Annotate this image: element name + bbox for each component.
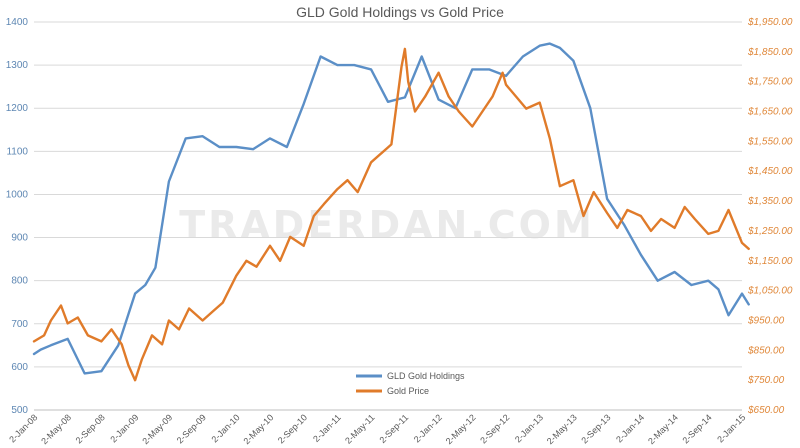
left-tick-label: 1100: [6, 146, 28, 157]
left-tick-label: 1000: [6, 189, 29, 200]
right-tick-label: $950.00: [747, 315, 785, 326]
legend-label-price: Gold Price: [387, 386, 429, 396]
left-tick-label: 800: [11, 276, 28, 287]
left-tick-label: 500: [11, 405, 28, 416]
legend-label-holdings: GLD Gold Holdings: [387, 371, 465, 381]
left-tick-label: 1400: [6, 17, 29, 28]
right-tick-label: $1,850.00: [747, 47, 793, 58]
legend: GLD Gold Holdings Gold Price: [356, 371, 465, 396]
right-tick-label: $1,650.00: [747, 107, 793, 118]
right-tick-label: $1,450.00: [747, 166, 793, 177]
right-tick-label: $1,250.00: [747, 226, 793, 237]
right-tick-label: $650.00: [747, 405, 785, 416]
left-tick-label: 1200: [6, 103, 29, 114]
left-tick-label: 700: [11, 319, 28, 330]
chart-title: GLD Gold Holdings vs Gold Price: [296, 4, 504, 20]
series-group: [32, 42, 750, 382]
right-tick-label: $1,950.00: [747, 17, 793, 28]
right-tick-label: $750.00: [747, 375, 785, 386]
series-line-gold-price: [32, 47, 750, 382]
left-axis: 500 600 700 800 900 1000 1100 1200 1300 1400: [6, 17, 29, 416]
watermark: TRADERDAN.COM: [179, 203, 595, 247]
left-tick-label: 900: [11, 233, 28, 244]
right-tick-label: $1,050.00: [747, 286, 793, 297]
left-tick-label: 600: [11, 362, 28, 373]
right-tick-label: $1,550.00: [747, 136, 793, 147]
gridlines: [34, 21, 742, 411]
right-tick-label: $1,350.00: [747, 196, 793, 207]
right-tick-label: $1,150.00: [747, 256, 793, 267]
right-axis: $650.00 $750.00 $850.00 $950.00 $1,050.00 $1,…: [747, 17, 793, 416]
left-tick-label: 1300: [6, 60, 29, 71]
right-tick-label: $850.00: [747, 345, 785, 356]
right-tick-label: $1,750.00: [747, 77, 793, 88]
